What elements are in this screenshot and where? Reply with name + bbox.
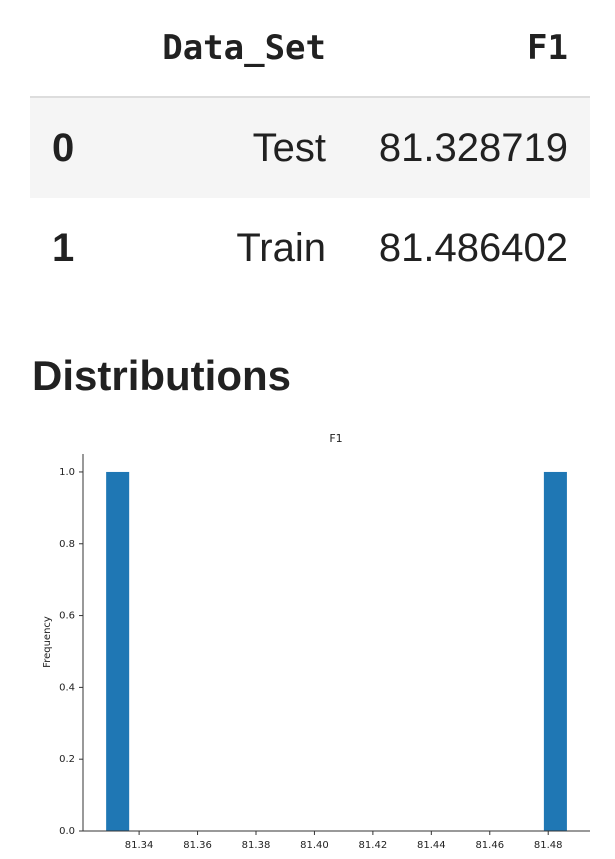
f1-histogram-chart: F1 Frequency 0.0 0.2 0.4 0.6 0.8 1.0 81.34 81.… (42, 432, 590, 851)
x-tick-label: 81.38 (242, 840, 271, 851)
table-header-row: Data_Set F1 (30, 0, 590, 98)
y-axis-label: Frequency (42, 616, 53, 668)
x-tick-label: 81.44 (417, 840, 446, 851)
y-tick-label: 0.0 (59, 826, 75, 837)
dataframe-table: Data_Set F1 0 Test 81.328719 1 Train 81.… (30, 0, 590, 298)
y-tick-label: 0.4 (59, 682, 75, 693)
x-tick-label: 81.34 (125, 840, 154, 851)
chart-title: F1 (329, 432, 342, 445)
histogram-bar-1 (543, 471, 567, 831)
table-row: 0 Test 81.328719 (30, 97, 590, 198)
data-set-cell: Train (236, 225, 326, 270)
x-tick-label: 81.48 (534, 840, 563, 851)
x-tick-label: 81.40 (300, 840, 329, 851)
table-row: 1 Train 81.486402 (30, 198, 590, 298)
f1-cell: 81.486402 (378, 225, 568, 270)
data-set-cell: Test (120, 97, 348, 198)
row-index: 0 (30, 97, 120, 198)
x-tick-label: 81.42 (359, 840, 388, 851)
y-tick-label: 0.6 (59, 611, 75, 622)
distributions-heading: Distributions (32, 352, 291, 399)
x-tick-label: 81.46 (475, 840, 504, 851)
histogram-bar-0 (106, 471, 130, 831)
y-tick-label: 0.2 (59, 754, 75, 765)
f1-header: F1 (348, 0, 590, 98)
x-tick-label: 81.36 (183, 840, 212, 851)
y-tick-label: 0.8 (59, 539, 75, 550)
f1-cell: 81.328719 (348, 97, 590, 198)
y-tick-label: 1.0 (59, 467, 75, 478)
index-header (30, 0, 120, 98)
row-index: 1 (52, 225, 75, 270)
data-set-header: Data_Set (120, 0, 348, 98)
